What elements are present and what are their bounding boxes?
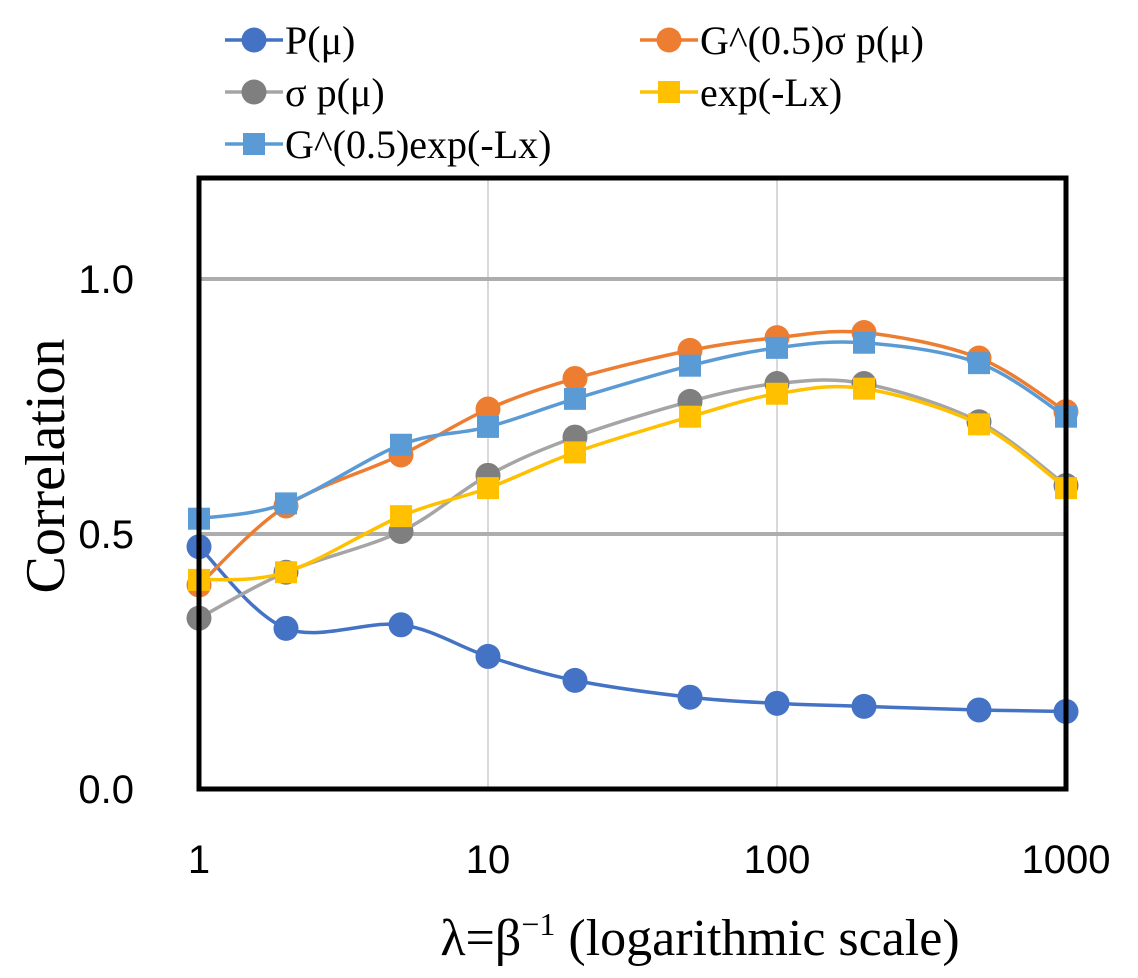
legend-marker (241, 27, 267, 53)
data-point (388, 612, 414, 638)
data-point (563, 387, 586, 410)
x-tick-label: 10 (466, 838, 511, 882)
x-tick-label: 100 (744, 838, 811, 882)
x-tick-label: 1000 (1022, 838, 1111, 882)
series-layer (186, 320, 1079, 724)
data-point (968, 413, 991, 436)
data-point (562, 365, 588, 391)
tick-labels: 0.0 0.5 1.0 1 10 100 1000 (78, 258, 1110, 882)
data-point (477, 477, 499, 500)
data-point (764, 690, 790, 716)
legend-item: G^(0.5)σ p(μ) (640, 18, 924, 63)
data-point (679, 354, 702, 377)
legend-label: P(μ) (285, 18, 355, 63)
data-point (852, 377, 875, 400)
legend-marker (241, 79, 267, 105)
y-axis-title: Correlation (15, 338, 77, 593)
data-point (390, 505, 413, 528)
y-tick-label: 0.0 (78, 768, 134, 812)
legend-item: P(μ) (225, 18, 355, 63)
legend-item: G^(0.5)exp(-Lx) (225, 122, 551, 167)
y-tick-label: 0.5 (78, 513, 134, 557)
x-axis-title-sup: −1 (521, 906, 555, 942)
legend-label: σ p(μ) (285, 70, 385, 115)
data-point (477, 415, 499, 438)
data-point (966, 697, 992, 723)
legend-label: G^(0.5)exp(-Lx) (285, 122, 551, 167)
series-line (197, 329, 1067, 587)
series-line (198, 384, 1068, 582)
legend-marker (243, 133, 265, 155)
data-point (274, 561, 297, 584)
x-axis-title: λ=β−1 (logarithmic scale) (440, 906, 959, 967)
data-point (390, 433, 413, 456)
x-axis-title-suffix: (logarithmic scale) (555, 910, 959, 967)
legend-item: exp(-Lx) (640, 70, 842, 115)
legend-item: σ p(μ) (225, 70, 385, 115)
series-3 (188, 377, 1077, 591)
legend-marker (656, 27, 682, 53)
legend-label: G^(0.5)σ p(μ) (700, 18, 924, 63)
legend: P(μ) G^(0.5)σ p(μ) σ p(μ) exp(-Lx) G^(0.5)ex… (225, 18, 924, 167)
data-point (273, 615, 299, 641)
x-tick-label: 1 (188, 838, 210, 882)
series-4 (188, 331, 1077, 530)
legend-marker (658, 81, 680, 103)
data-point (475, 396, 501, 422)
data-point (475, 643, 501, 669)
legend-label: exp(-Lx) (700, 70, 842, 115)
data-point (677, 684, 703, 710)
data-point (563, 441, 586, 464)
series-0 (186, 534, 1079, 724)
series-line (197, 545, 1067, 714)
data-point (679, 405, 702, 428)
data-point (766, 336, 788, 359)
data-point (968, 352, 991, 375)
x-axis-title-main: λ=β (440, 910, 521, 967)
series-line (198, 340, 1067, 521)
data-point (562, 667, 588, 693)
y-tick-label: 1.0 (78, 258, 134, 302)
data-point (766, 382, 788, 405)
plot-frame (196, 175, 1069, 792)
series-line (198, 378, 1068, 620)
data-point (274, 492, 297, 515)
data-point (852, 331, 875, 354)
data-point (851, 693, 877, 719)
